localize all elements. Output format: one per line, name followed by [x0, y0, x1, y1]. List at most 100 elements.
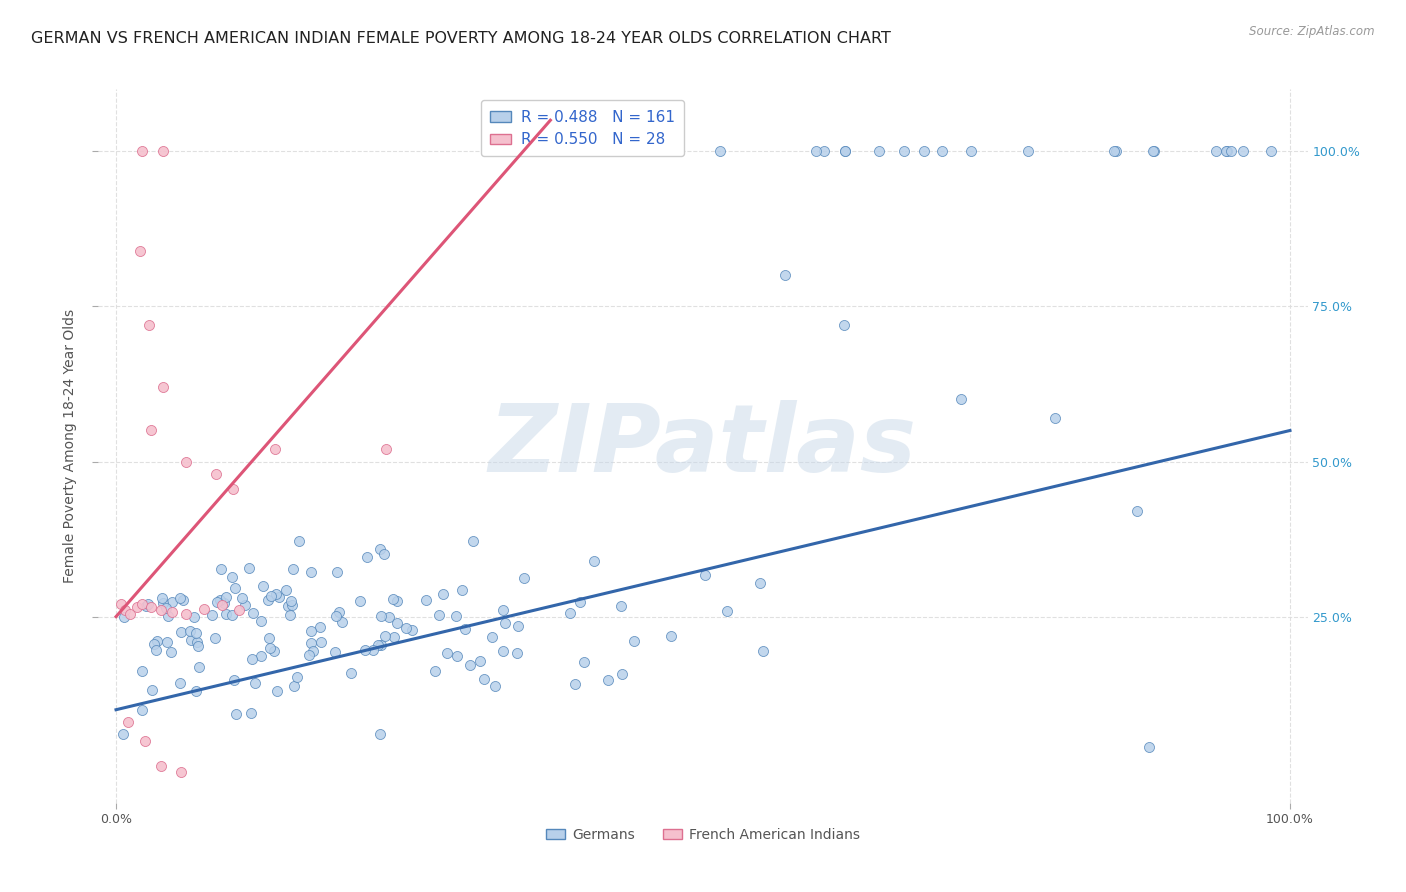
Point: [204, 631, 226, 645]
Point: [176, 454, 198, 468]
Point: [120, 607, 142, 621]
Point: [263, 442, 285, 456]
Point: [142, 637, 165, 651]
Point: [1102, 145, 1125, 159]
Point: [212, 595, 235, 609]
Point: [149, 758, 172, 772]
Point: [931, 145, 953, 159]
Point: [162, 605, 184, 619]
Point: [378, 610, 401, 624]
Point: [368, 727, 391, 741]
Text: GERMAN VS FRENCH AMERICAN INDIAN FEMALE POVERTY AMONG 18-24 YEAR OLDS CORRELATIO: GERMAN VS FRENCH AMERICAN INDIAN FEMALE …: [31, 31, 891, 46]
Point: [773, 268, 796, 283]
Point: [259, 631, 281, 645]
Point: [285, 670, 308, 684]
Point: [252, 578, 274, 592]
Point: [228, 603, 250, 617]
Point: [240, 651, 263, 665]
Point: [427, 607, 450, 622]
Point: [131, 597, 153, 611]
Point: [914, 145, 936, 159]
Point: [301, 624, 323, 638]
Point: [183, 610, 205, 624]
Point: [155, 600, 177, 615]
Point: [356, 550, 378, 565]
Point: [381, 592, 404, 607]
Point: [1142, 145, 1164, 159]
Point: [458, 658, 481, 673]
Point: [264, 587, 287, 601]
Point: [160, 645, 183, 659]
Point: [145, 643, 167, 657]
Point: [112, 610, 135, 624]
Point: [330, 615, 353, 629]
Point: [308, 620, 330, 634]
Point: [274, 583, 297, 598]
Point: [959, 145, 981, 159]
Point: [506, 619, 529, 633]
Point: [215, 590, 238, 604]
Point: [186, 626, 208, 640]
Point: [610, 599, 633, 614]
Point: [950, 392, 973, 407]
Point: [152, 596, 174, 610]
Point: [401, 623, 423, 637]
Point: [249, 648, 271, 663]
Point: [1260, 145, 1282, 159]
Point: [169, 764, 191, 779]
Point: [610, 666, 633, 681]
Point: [131, 665, 153, 679]
Point: [436, 646, 458, 660]
Point: [328, 605, 350, 619]
Point: [225, 706, 247, 721]
Point: [281, 598, 304, 612]
Point: [266, 684, 288, 698]
Point: [110, 597, 132, 611]
Point: [659, 145, 682, 159]
Point: [299, 636, 322, 650]
Point: [298, 648, 321, 662]
Point: [752, 644, 775, 658]
Point: [215, 607, 238, 621]
Point: [326, 565, 349, 579]
Point: [748, 575, 770, 590]
Point: [492, 603, 515, 617]
Point: [152, 145, 174, 159]
Point: [349, 594, 371, 608]
Point: [114, 603, 136, 617]
Point: [201, 608, 224, 623]
Point: [492, 644, 515, 658]
Point: [170, 625, 193, 640]
Point: [179, 624, 201, 638]
Point: [205, 595, 228, 609]
Point: [325, 609, 347, 624]
Point: [186, 634, 208, 648]
Point: [1105, 145, 1128, 159]
Point: [472, 672, 495, 686]
Point: [1220, 145, 1243, 159]
Point: [374, 629, 396, 643]
Point: [415, 593, 437, 607]
Point: [716, 604, 738, 618]
Point: [242, 606, 264, 620]
Point: [149, 603, 172, 617]
Point: [240, 706, 263, 720]
Point: [224, 581, 246, 595]
Point: [169, 676, 191, 690]
Point: [277, 599, 299, 613]
Point: [283, 679, 305, 693]
Point: [134, 733, 156, 747]
Point: [141, 600, 163, 615]
Point: [382, 630, 405, 644]
Point: [299, 566, 322, 580]
Point: [135, 599, 157, 613]
Point: [1205, 145, 1227, 159]
Point: [146, 634, 169, 648]
Point: [387, 615, 409, 630]
Point: [444, 609, 467, 624]
Point: [494, 616, 516, 631]
Point: [233, 598, 256, 612]
Point: [375, 442, 398, 456]
Point: [128, 244, 150, 258]
Point: [221, 569, 243, 583]
